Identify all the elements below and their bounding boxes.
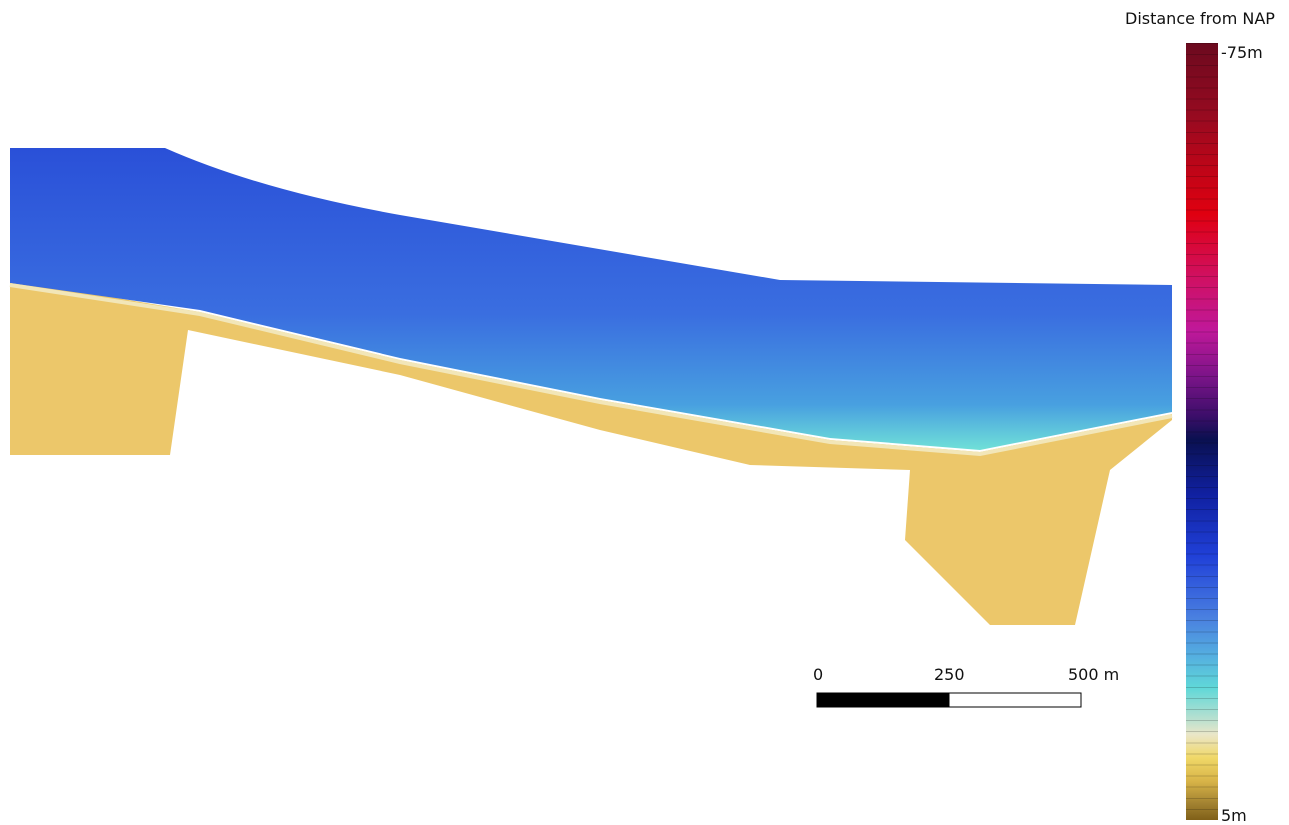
scale-bar-black (817, 693, 949, 707)
scale-label: 500 m (1068, 665, 1119, 684)
scale-label: 250 (934, 665, 965, 684)
color-ramp (1186, 43, 1218, 820)
scale-bar-white (949, 693, 1081, 707)
legend-min-label: 5m (1221, 806, 1247, 825)
legend-title: Distance from NAP (1125, 9, 1275, 28)
map (0, 0, 1289, 824)
page: Distance from NAP -75m 5m 0 250 500 m ((… (0, 0, 1289, 824)
legend-max-label: -75m (1221, 43, 1263, 62)
scale-label: 0 (813, 665, 823, 684)
